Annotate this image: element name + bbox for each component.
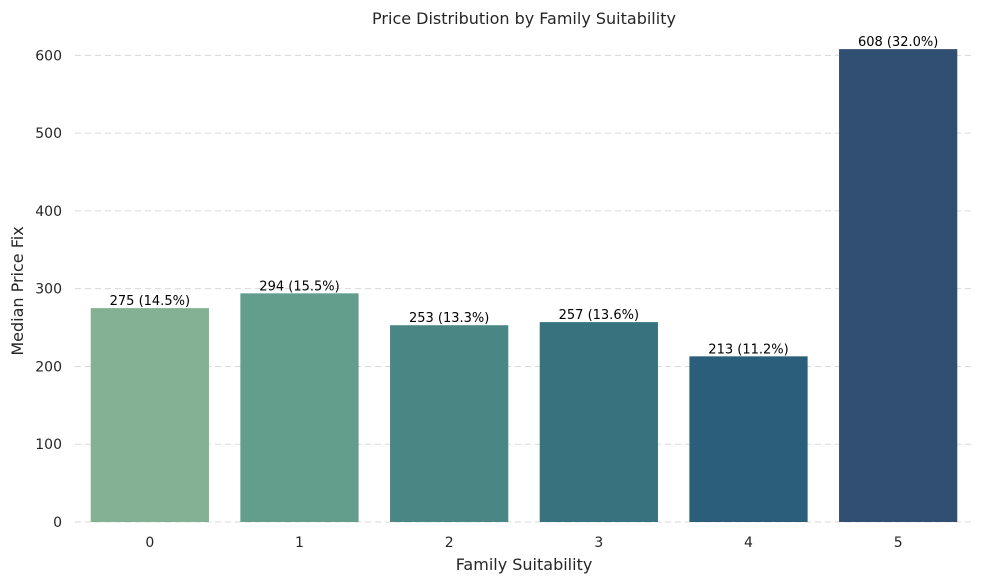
bar: [539, 322, 658, 522]
x-tick-label: 4: [744, 535, 753, 551]
y-tick-label: 400: [35, 204, 62, 220]
x-tick-label: 2: [445, 535, 454, 551]
bar: [240, 293, 359, 522]
bar: [689, 356, 808, 522]
x-axis-ticks: 0 1 2 3 4 5: [145, 535, 902, 551]
bar: [390, 325, 509, 522]
data-label: 608 (32.0%): [858, 35, 938, 50]
y-tick-label: 0: [53, 515, 62, 531]
y-axis-ticks: 0 100 200 300 400 500 600: [35, 48, 62, 531]
y-axis-label: Median Price Fix: [8, 226, 27, 355]
data-label: 257 (13.6%): [559, 308, 639, 323]
data-label: 275 (14.5%): [110, 294, 190, 309]
y-tick-label: 100: [35, 437, 62, 453]
data-label: 213 (11.2%): [708, 342, 788, 357]
gridlines: [75, 54, 973, 523]
x-tick-label: 3: [594, 535, 603, 551]
x-tick-label: 0: [145, 535, 154, 551]
bar: [90, 308, 209, 522]
y-tick-label: 500: [35, 126, 62, 142]
bar: [839, 49, 958, 522]
x-axis-label: Family Suitability: [456, 555, 593, 574]
x-tick-label: 1: [295, 535, 304, 551]
chart-title: Price Distribution by Family Suitability: [372, 9, 676, 28]
data-label: 294 (15.5%): [259, 279, 339, 294]
y-tick-label: 300: [35, 282, 62, 298]
bars: [90, 49, 958, 522]
x-tick-label: 5: [894, 535, 903, 551]
data-label: 253 (13.3%): [409, 311, 489, 326]
y-tick-label: 600: [35, 48, 62, 64]
y-tick-label: 200: [35, 359, 62, 375]
data-labels: 275 (14.5%) 294 (15.5%) 253 (13.3%) 257 (13…: [110, 35, 939, 357]
